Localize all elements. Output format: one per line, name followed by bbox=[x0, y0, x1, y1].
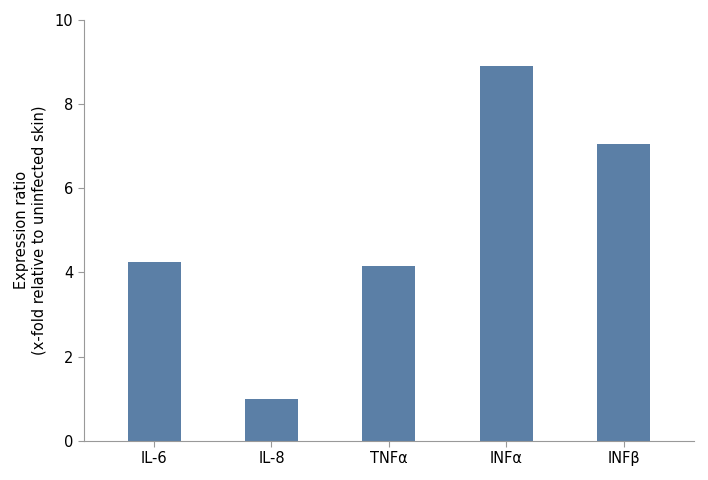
Bar bbox=[245, 398, 298, 441]
Bar bbox=[362, 266, 416, 441]
Bar bbox=[598, 144, 650, 441]
Bar bbox=[480, 66, 532, 441]
Y-axis label: Expression ratio
(x-fold relative to uninfected skin): Expression ratio (x-fold relative to uni… bbox=[14, 106, 46, 355]
Bar bbox=[127, 262, 181, 441]
